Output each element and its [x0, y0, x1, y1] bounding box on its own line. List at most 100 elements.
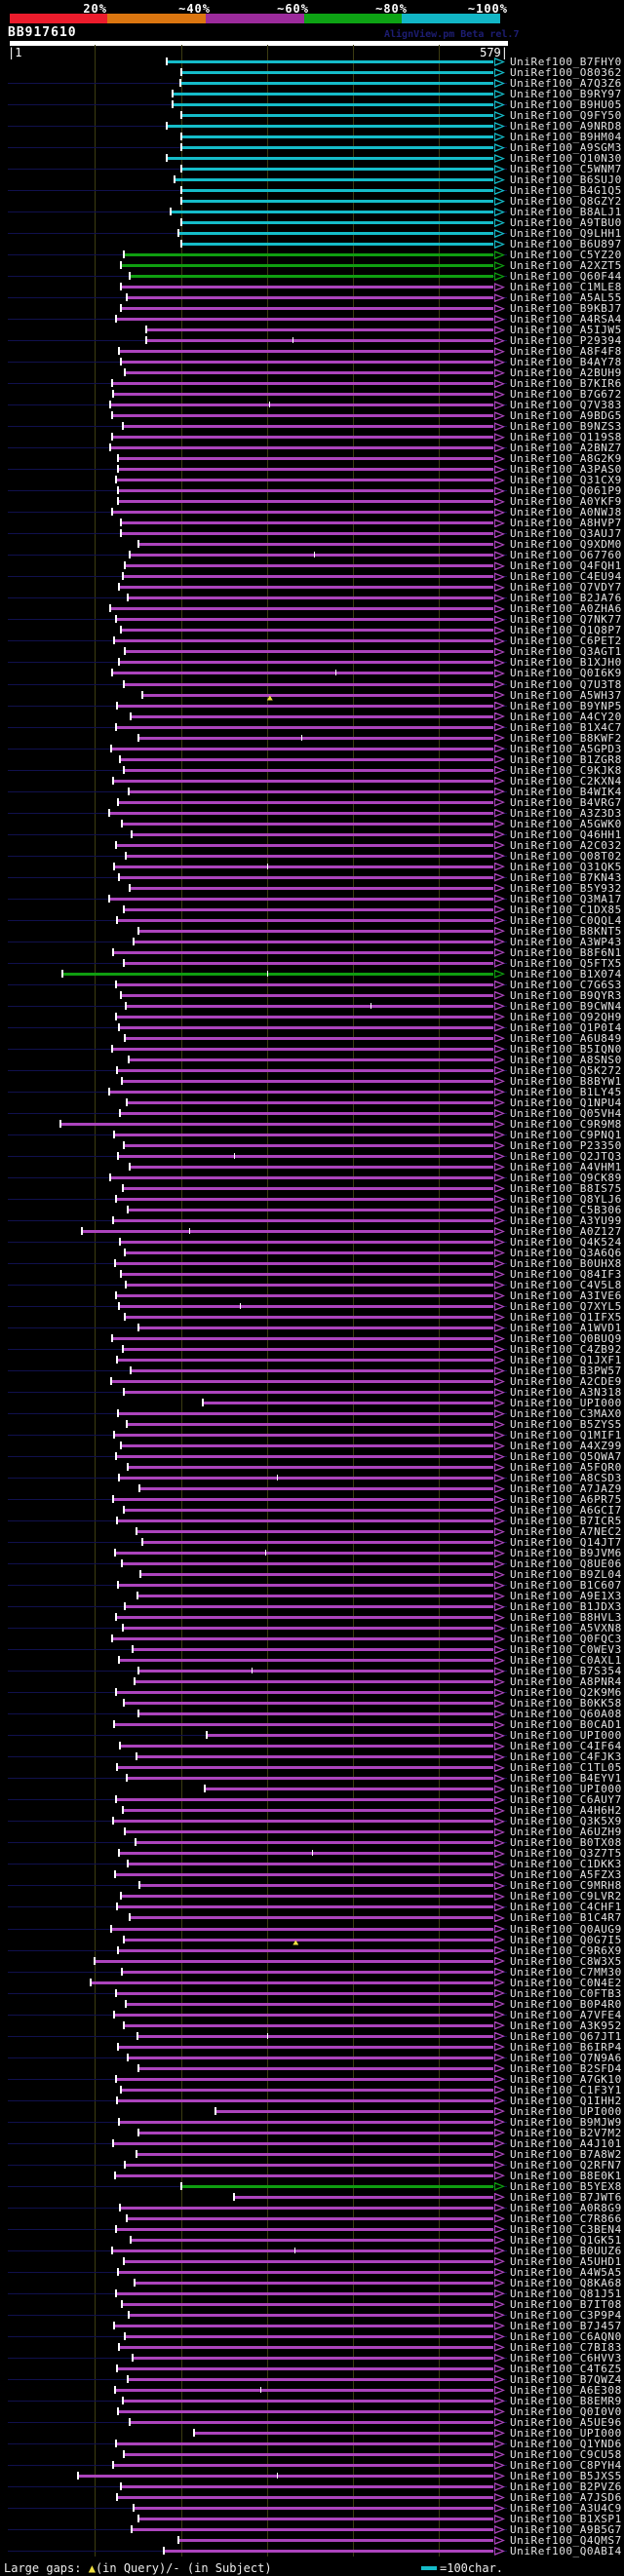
alignment-row[interactable]: UniRef100_B6U897 [0, 239, 624, 250]
alignment-row[interactable]: UniRef100_B7IT08 [0, 2299, 624, 2310]
alignment-row[interactable]: UniRef100_Q9FY50 [0, 110, 624, 121]
alignment-row[interactable]: UniRef100_A5FQR0 [0, 1462, 624, 1473]
hit-label[interactable]: UniRef100_B8KWF2 [510, 731, 622, 745]
alignment-row[interactable]: UniRef100_C6AQN0 [0, 2331, 624, 2342]
hit-label[interactable]: UniRef100_Q1YND6 [510, 2437, 622, 2450]
alignment-row[interactable]: UniRef100_Q3MA17 [0, 894, 624, 904]
alignment-row[interactable]: UniRef100_B0TX08 [0, 1837, 624, 1848]
hit-label[interactable]: UniRef100_C8PYH4 [510, 2458, 622, 2472]
alignment-row[interactable]: UniRef100_B2PVZ6 [0, 2481, 624, 2492]
alignment-row[interactable]: UniRef100_B0KK58 [0, 1698, 624, 1709]
hit-label[interactable]: UniRef100_A4VHM1 [510, 1160, 622, 1173]
hit-label[interactable]: UniRef100_Q05VH4 [510, 1106, 622, 1120]
alignment-row[interactable]: UniRef100_B7QWZ4 [0, 2374, 624, 2385]
alignment-row[interactable]: UniRef100_B1X074 [0, 969, 624, 980]
alignment-row[interactable]: UniRef100_Q60A08 [0, 1709, 624, 1719]
alignment-row[interactable]: UniRef100_Q9CK89 [0, 1173, 624, 1183]
hit-label[interactable]: UniRef100_A6U849 [510, 1031, 622, 1045]
alignment-row[interactable]: UniRef100_Q92QH9 [0, 1012, 624, 1022]
hit-label[interactable]: UniRef100_P29394 [510, 334, 622, 348]
alignment-row[interactable]: UniRef100_B3PW57 [0, 1365, 624, 1376]
alignment-row[interactable]: UniRef100_B0UUZ6 [0, 2246, 624, 2256]
hit-label[interactable]: UniRef100_B9KBJ7 [510, 302, 622, 316]
hit-label[interactable]: UniRef100_C5B306 [510, 1203, 622, 1216]
alignment-row[interactable]: UniRef100_Q8UE06 [0, 1558, 624, 1569]
hit-label[interactable]: UniRef100_Q8GZY2 [510, 195, 622, 209]
hit-label[interactable]: UniRef100_A5UHD1 [510, 2254, 622, 2268]
alignment-row[interactable]: UniRef100_Q1IFX5 [0, 1312, 624, 1323]
alignment-row[interactable]: UniRef100_B8BYW1 [0, 1076, 624, 1087]
hit-label[interactable]: UniRef100_A4H6H2 [510, 1804, 622, 1818]
hit-label[interactable]: UniRef100_A5FZX3 [510, 1868, 622, 1882]
hit-label[interactable]: UniRef100_A3K952 [510, 2019, 622, 2032]
alignment-row[interactable]: UniRef100_A9SGM3 [0, 142, 624, 153]
alignment-row[interactable]: UniRef100_B9QYR3 [0, 990, 624, 1001]
hit-label[interactable]: UniRef100_C7BI83 [510, 2340, 622, 2354]
hit-label[interactable]: UniRef100_B7IT08 [510, 2297, 622, 2311]
hit-label[interactable]: UniRef100_Q31QK5 [510, 860, 622, 873]
hit-label[interactable]: UniRef100_B5JXS5 [510, 2469, 622, 2482]
hit-label[interactable]: UniRef100_A0Z127 [510, 1224, 622, 1238]
hit-label[interactable]: UniRef100_A4J101 [510, 2136, 622, 2150]
alignment-row[interactable]: UniRef100_A8SNS0 [0, 1055, 624, 1065]
alignment-row[interactable]: UniRef100_C4EU94 [0, 571, 624, 582]
hit-label[interactable]: UniRef100_B6SUJ0 [510, 173, 622, 187]
alignment-row[interactable]: UniRef100_A0YKF9 [0, 496, 624, 507]
alignment-row[interactable]: UniRef100_C3MAX0 [0, 1408, 624, 1419]
alignment-row[interactable]: UniRef100_B8KNT5 [0, 926, 624, 937]
alignment-row[interactable]: UniRef100_Q4QMS7 [0, 2535, 624, 2546]
hit-label[interactable]: UniRef100_A7JSD6 [510, 2490, 622, 2504]
hit-label[interactable]: UniRef100_B7A8W2 [510, 2147, 622, 2161]
hit-label[interactable]: UniRef100_Q1IFX5 [510, 1311, 622, 1324]
alignment-row[interactable]: UniRef100_A2C032 [0, 840, 624, 851]
alignment-row[interactable]: UniRef100_C7BI83 [0, 2342, 624, 2353]
alignment-row[interactable]: UniRef100_A4CY20 [0, 711, 624, 722]
hit-label[interactable]: UniRef100_Q1MIF1 [510, 1429, 622, 1442]
hit-label[interactable]: UniRef100_A0NWJ8 [510, 506, 622, 519]
hit-label[interactable]: UniRef100_A9E1X3 [510, 1590, 622, 1603]
alignment-row[interactable]: UniRef100_Q2JTQ3 [0, 1151, 624, 1162]
alignment-row[interactable]: UniRef100_Q4FQH1 [0, 560, 624, 571]
alignment-row[interactable]: UniRef100_UPI000.. [0, 2106, 624, 2117]
hit-label[interactable]: UniRef100_C7R866 [510, 2211, 622, 2225]
alignment-row[interactable]: UniRef100_A3K952 [0, 2020, 624, 2031]
alignment-row[interactable]: UniRef100_B9MJW9 [0, 2117, 624, 2128]
hit-label[interactable]: UniRef100_B9HU05 [510, 98, 622, 112]
hit-label[interactable]: UniRef100_C1DX85 [510, 903, 622, 916]
hit-label[interactable]: UniRef100_Q0FQC3 [510, 1633, 622, 1646]
alignment-row[interactable]: UniRef100_B6IRP4 [0, 2042, 624, 2053]
alignment-row[interactable]: UniRef100_B8F6N1 [0, 947, 624, 958]
hit-label[interactable]: UniRef100_C4V5L8 [510, 1278, 622, 1291]
hit-label[interactable]: UniRef100_Q3AGT1 [510, 645, 622, 659]
hit-label[interactable]: UniRef100_C1MLE8 [510, 281, 622, 294]
hit-label[interactable]: UniRef100_Q061P9 [510, 484, 622, 498]
alignment-row[interactable]: UniRef100_C6AUY7 [0, 1794, 624, 1805]
alignment-row[interactable]: UniRef100_A2BUH9 [0, 367, 624, 378]
alignment-row[interactable]: UniRef100_C5B306 [0, 1205, 624, 1215]
hit-label[interactable]: UniRef100_A2C032 [510, 838, 622, 852]
hit-label[interactable]: UniRef100_B4EYV1 [510, 1772, 622, 1786]
alignment-row[interactable]: UniRef100_Q1NPU4 [0, 1097, 624, 1108]
alignment-row[interactable]: UniRef100_B7KN43 [0, 872, 624, 883]
hit-label[interactable]: UniRef100_A9BDG5 [510, 409, 622, 423]
hit-label[interactable]: UniRef100_Q9FY50 [510, 109, 622, 123]
alignment-row[interactable]: UniRef100_UPI000.. [0, 1784, 624, 1794]
alignment-row[interactable]: UniRef100_A8F4F8 [0, 346, 624, 357]
hit-label[interactable]: UniRef100_Q2K9M6 [510, 1686, 622, 1700]
alignment-row[interactable]: UniRef100_A7Q3Z6 [0, 78, 624, 89]
alignment-row[interactable]: UniRef100_B5IQN0 [0, 1044, 624, 1055]
alignment-row[interactable]: UniRef100_C1MLE8 [0, 282, 624, 292]
hit-label[interactable]: UniRef100_B9ZL04 [510, 1568, 622, 1582]
hit-label[interactable]: UniRef100_C1DKK3 [510, 1858, 622, 1871]
alignment-row[interactable]: UniRef100_B4EYV1 [0, 1773, 624, 1784]
hit-label[interactable]: UniRef100_C9CU58 [510, 2447, 622, 2461]
hit-label[interactable]: UniRef100_A2BUH9 [510, 366, 622, 380]
alignment-row[interactable]: UniRef100_B7KIR6 [0, 378, 624, 389]
hit-label[interactable]: UniRef100_A8G2K9 [510, 452, 622, 466]
alignment-row[interactable]: UniRef100_B7FHY0 [0, 57, 624, 67]
hit-label[interactable]: UniRef100_P23350 [510, 1138, 622, 1152]
alignment-row[interactable]: UniRef100_Q2RFN7 [0, 2160, 624, 2171]
alignment-row[interactable]: UniRef100_B8EMR9 [0, 2396, 624, 2406]
hit-label[interactable]: UniRef100_B4AY78 [510, 356, 622, 369]
alignment-row[interactable]: UniRef100_B6SUJ0 [0, 174, 624, 185]
